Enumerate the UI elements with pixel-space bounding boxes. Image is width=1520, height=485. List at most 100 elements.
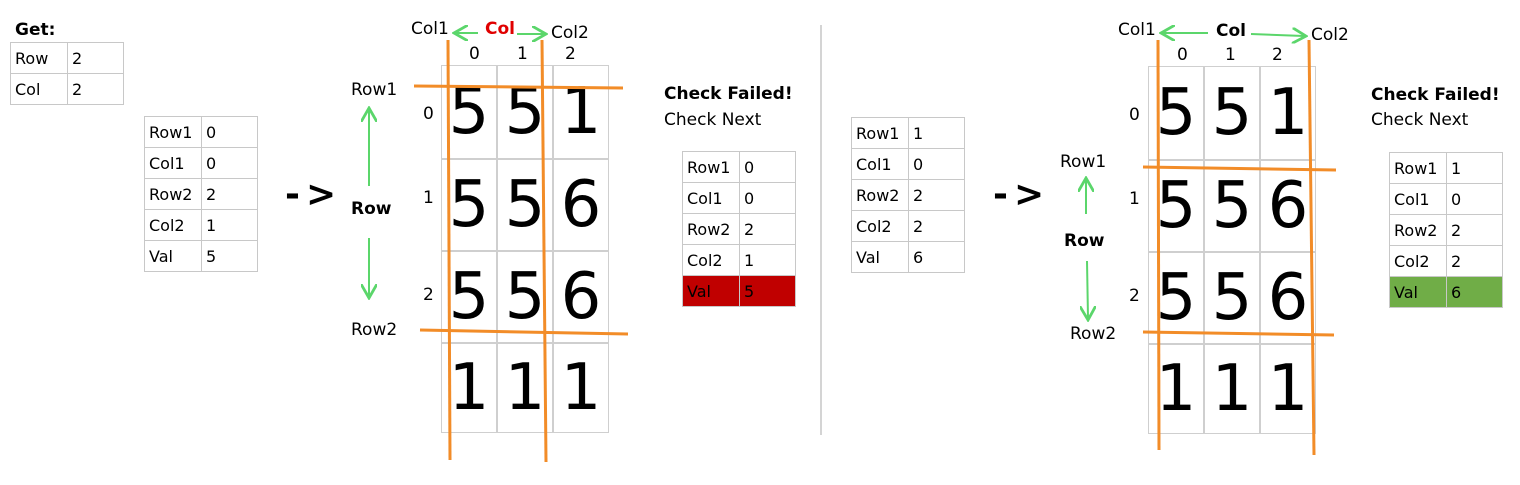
orange-line [413, 84, 624, 90]
table-value: 2 [201, 178, 258, 210]
get-title: Get: [15, 20, 56, 40]
table-key: Row1 [851, 117, 909, 149]
table-value: 5 [739, 275, 796, 307]
table-row: Col1 0 [682, 182, 796, 214]
result-2-title: Check Failed! [1371, 85, 1500, 105]
col-label: Col [1216, 21, 1246, 41]
table-value: 2 [908, 210, 965, 242]
table-key: Col1 [144, 147, 202, 179]
row-index-1: 1 [423, 188, 434, 208]
row2-label: Row2 [1070, 324, 1117, 344]
grid-cell: 6 [553, 159, 609, 251]
orange-line [1142, 330, 1335, 337]
grid-cell: 5 [497, 251, 553, 343]
query-table-2: Row1 1 Col1 0 Row2 2 Col2 2 Val 6 [851, 117, 965, 273]
table-key: Col2 [144, 209, 202, 241]
table-key: Val [851, 241, 909, 273]
grid-cell: 6 [1260, 160, 1316, 252]
row-index-0: 0 [423, 104, 434, 124]
grid-cell: 1 [1148, 344, 1204, 434]
grid-cell: 5 [441, 251, 497, 343]
table-key: Row2 [1389, 214, 1447, 246]
table-key: Col1 [682, 182, 740, 214]
orange-line [1307, 39, 1316, 456]
col2-label: Col2 [551, 23, 589, 43]
grid-cell: 1 [553, 343, 609, 433]
col-index-0: 0 [469, 44, 480, 64]
table-key: Val [1389, 276, 1447, 308]
grid-cell: 1 [553, 65, 609, 159]
table-value: 0 [201, 116, 258, 148]
table-value: 6 [1446, 276, 1503, 308]
green-arrow [1250, 34, 1304, 36]
table-row: Row2 2 [1389, 214, 1503, 246]
grid-cell: 5 [1204, 252, 1260, 344]
table-key: Val [682, 275, 740, 307]
grid-cell: 5 [1204, 66, 1260, 160]
row-index-0: 0 [1129, 105, 1140, 125]
table-value: 2 [67, 73, 124, 105]
row-index-2: 2 [423, 285, 434, 305]
grid-cell: 5 [1148, 66, 1204, 160]
result-1-subtitle: Check Next [664, 110, 762, 130]
table-row: Col2 2 [1389, 245, 1503, 277]
grid-cell: 6 [553, 251, 609, 343]
table-key: Col2 [682, 244, 740, 276]
table-value: 0 [201, 147, 258, 179]
get-table: Row 2 Col 2 [10, 42, 124, 105]
query-table-1: Row1 0 Col1 0 Row2 2 Col2 1 Val 5 [144, 116, 258, 272]
table-value: 2 [1446, 214, 1503, 246]
col1-label: Col1 [1118, 20, 1156, 40]
col-label: Col [485, 19, 515, 39]
row1-label: Row1 [1060, 152, 1107, 172]
grid-cell: 6 [1260, 252, 1316, 344]
grid-cell: 5 [1148, 160, 1204, 252]
orange-line [540, 39, 548, 463]
table-row: Row2 2 [851, 179, 965, 211]
result-2-subtitle: Check Next [1371, 110, 1469, 130]
table-value: 5 [201, 240, 258, 272]
orange-line [446, 39, 452, 461]
orange-line [419, 328, 629, 336]
table-value: 1 [201, 209, 258, 241]
grid-cell: 1 [497, 343, 553, 433]
table-value: 1 [1446, 152, 1503, 184]
table-value: 6 [908, 241, 965, 273]
grid-cell: 1 [441, 343, 497, 433]
grid-cell: 5 [497, 159, 553, 251]
grid-cell: 1 [1260, 66, 1316, 160]
table-key: Col1 [851, 148, 909, 180]
table-row: Col2 1 [144, 209, 258, 241]
col-index-2: 2 [1272, 45, 1283, 65]
grid-cell: 5 [441, 159, 497, 251]
col-index-1: 1 [1225, 45, 1236, 65]
transition-arrow-1: -> [285, 174, 343, 215]
orange-line [1156, 39, 1161, 451]
table-row: Col1 0 [144, 147, 258, 179]
grid-cell: 1 [1260, 344, 1316, 434]
table-row: Row1 0 [682, 151, 796, 183]
col1-label: Col1 [411, 19, 449, 39]
table-row: Col 2 [10, 73, 124, 105]
section-divider [820, 25, 822, 435]
row-label: Row [1064, 231, 1105, 251]
grid-cell: 5 [441, 65, 497, 159]
transition-arrow-2: -> [993, 174, 1051, 215]
green-arrow [1087, 260, 1088, 318]
table-value: 0 [908, 148, 965, 180]
table-value: 0 [1446, 183, 1503, 215]
table-row-highlighted: Val 6 [1389, 276, 1503, 308]
table-value: 0 [739, 182, 796, 214]
table-key: Col2 [1389, 245, 1447, 277]
table-row: Row1 1 [1389, 152, 1503, 184]
result-1-title: Check Failed! [664, 84, 793, 104]
col2-label: Col2 [1311, 25, 1349, 45]
col-index-0: 0 [1177, 45, 1188, 65]
table-key: Row2 [682, 213, 740, 245]
table-row: Row 2 [10, 42, 124, 74]
grid-cell: 5 [1204, 160, 1260, 252]
grid-cell: 5 [497, 65, 553, 159]
row-index-1: 1 [1129, 189, 1140, 209]
table-value: 2 [908, 179, 965, 211]
